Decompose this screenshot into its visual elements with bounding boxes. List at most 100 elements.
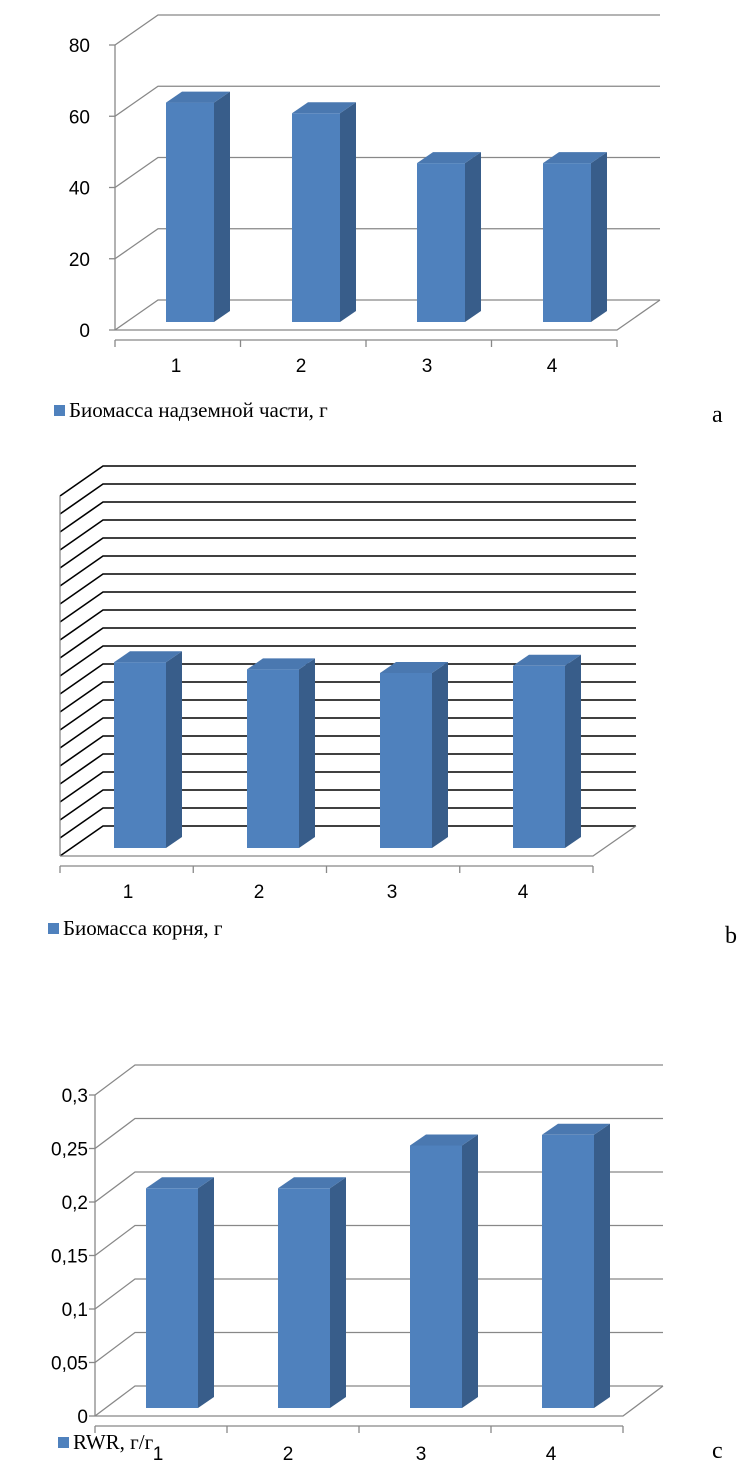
bar-side-a-0 (214, 91, 230, 322)
gridline-c-3 (94, 1224, 663, 1257)
gridline-b-13 (59, 591, 636, 623)
gridline-c-0 (94, 1385, 663, 1417)
chart-panel-b: 1 2 3 4 Биомасса корня, г b (0, 465, 737, 960)
y-tick-label-a-3: 60 (69, 107, 90, 128)
gridline-b-14 (59, 573, 636, 605)
y-tick-label-c-1: 0,05 (51, 1354, 88, 1375)
legend-label-b: Биомасса корня, г (63, 916, 223, 940)
bar-front-b-1 (247, 669, 299, 848)
gridlines-b (59, 465, 636, 857)
gridline-a-0 (114, 299, 660, 331)
floor-edge-c (95, 1385, 664, 1417)
gridline-b-8 (59, 681, 636, 713)
bar-a-4 (543, 152, 607, 322)
gridline-b-1 (59, 807, 636, 839)
chart-c-svg: 0 0,05 0,1 0,15 0,2 0,25 0,3 1 2 3 4 (51, 1064, 664, 1465)
gridline-b-11 (59, 627, 636, 659)
gridline-b-12 (59, 609, 636, 641)
gridline-b-20 (59, 465, 636, 497)
bar-front-a-1 (292, 113, 340, 322)
bar-top-a-3 (543, 152, 607, 164)
legend-label-a: Биомасса надземной части, г (69, 398, 328, 422)
bar-side-a-1 (340, 102, 356, 322)
y-tick-label-c-6: 0,3 (62, 1086, 88, 1107)
legend-b: Биомасса корня, г (48, 916, 222, 941)
gridline-b-2 (59, 789, 636, 821)
bar-side-a-2 (465, 152, 481, 322)
y-tick-label-c-5: 0,25 (51, 1140, 88, 1161)
panel-letter-a: a (712, 402, 723, 428)
chart-a-svg: 0 20 40 60 80 1 2 3 4 (69, 14, 661, 377)
legend-swatch-b (48, 923, 59, 934)
gridlines-c (94, 1064, 663, 1417)
bar-top-a-1 (292, 102, 356, 114)
x-tick-label-b-0: 1 (123, 882, 134, 903)
bar-front-a-0 (166, 102, 214, 322)
bar-a-2 (292, 102, 356, 322)
legend-swatch-a (54, 405, 65, 416)
panel-letter-b: b (725, 923, 737, 949)
chart-panel-a: 0 20 40 60 80 1 2 3 4 Биомасса надземной части, … (0, 0, 737, 470)
bar-side-a-3 (591, 152, 607, 322)
bar-b-1 (114, 651, 182, 848)
panel-letter-c: c (712, 1438, 723, 1464)
bar-front-c-1 (278, 1188, 330, 1408)
y-tick-label-a-2: 40 (69, 179, 90, 200)
gridline-b-9 (59, 663, 636, 695)
gridline-b-17 (59, 519, 636, 551)
bar-front-a-2 (417, 163, 465, 322)
x-tick-label-b-3: 4 (518, 882, 529, 903)
x-tick-label-a-3: 4 (547, 356, 558, 377)
bar-b-3 (380, 662, 448, 848)
gridline-a-2 (114, 156, 660, 189)
bar-front-c-0 (146, 1188, 198, 1408)
bar-front-c-3 (542, 1134, 594, 1408)
x-tick-label-b-2: 3 (387, 882, 398, 903)
bar-top-b-1 (247, 658, 315, 670)
gridline-b-5 (59, 735, 636, 767)
gridline-b-10 (59, 645, 636, 677)
bar-front-a-3 (543, 163, 591, 322)
bar-c-3 (410, 1134, 478, 1408)
bar-top-a-2 (417, 152, 481, 164)
y-tick-label-c-3: 0,15 (51, 1247, 88, 1268)
bar-top-a-0 (166, 91, 230, 103)
legend-c: RWR, г/г (58, 1430, 153, 1455)
gridline-b-19 (59, 483, 636, 515)
x-tick-label-c-2: 3 (416, 1444, 427, 1465)
bar-top-b-0 (114, 651, 182, 663)
bar-a-3 (417, 152, 481, 322)
x-tick-label-c-0: 1 (153, 1444, 164, 1465)
gridline-c-6 (94, 1064, 663, 1096)
x-tick-label-a-1: 2 (296, 356, 307, 377)
chart-panel-c: 0 0,05 0,1 0,15 0,2 0,25 0,3 1 2 3 4 RWR, г/г c (0, 960, 737, 1477)
bar-c-1 (146, 1177, 214, 1408)
x-tick-label-c-1: 2 (283, 1444, 294, 1465)
y-tick-label-c-2: 0,1 (62, 1300, 88, 1321)
bar-top-c-3 (542, 1123, 610, 1135)
gridline-a-1 (114, 228, 660, 260)
bar-side-c-1 (330, 1177, 346, 1408)
chart-b-svg: 1 2 3 4 (59, 465, 637, 903)
gridline-a-3 (114, 85, 660, 117)
x-tick-label-a-2: 3 (422, 356, 433, 377)
gridline-c-1 (94, 1331, 663, 1364)
bar-top-b-3 (513, 654, 581, 666)
y-tick-label-c-0: 0 (77, 1407, 88, 1428)
legend-label-c: RWR, г/г (73, 1430, 154, 1454)
bar-front-b-2 (380, 673, 432, 848)
bar-a-1 (166, 91, 230, 322)
bar-c-2 (278, 1177, 346, 1408)
x-tick-label-c-3: 4 (546, 1444, 557, 1465)
bar-side-b-3 (565, 654, 581, 848)
bar-front-b-3 (513, 665, 565, 848)
floor-edge-a (115, 299, 661, 331)
gridline-a-4 (114, 14, 660, 46)
gridline-c-4 (94, 1171, 663, 1203)
gridline-b-18 (59, 501, 636, 533)
gridline-b-7 (59, 699, 636, 731)
bar-side-c-2 (462, 1134, 478, 1408)
legend-swatch-c (58, 1437, 69, 1448)
bar-front-c-2 (410, 1145, 462, 1408)
bar-side-c-3 (594, 1123, 610, 1408)
